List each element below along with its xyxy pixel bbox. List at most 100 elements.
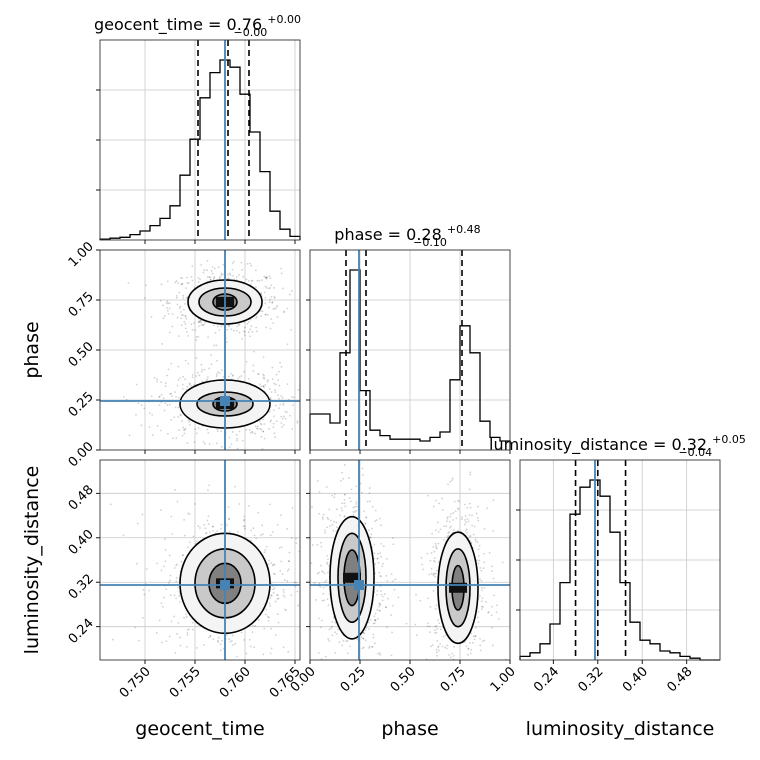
- sample-point: [212, 278, 215, 280]
- sample-point: [262, 373, 265, 376]
- sample-point: [468, 535, 471, 538]
- sample-point: [207, 489, 209, 492]
- sample-point: [317, 652, 320, 654]
- sample-point: [434, 575, 436, 578]
- histogram-step-phase: [309, 269, 511, 450]
- sample-point: [469, 471, 472, 474]
- sample-point: [286, 411, 288, 413]
- xlabel-luminosity-distance: luminosity_distance: [526, 718, 715, 740]
- sample-point: [249, 318, 252, 321]
- sample-point: [217, 266, 220, 269]
- sample-point: [142, 588, 145, 591]
- sample-point: [483, 528, 486, 530]
- title-phase-label: phase = 0.28: [334, 225, 441, 244]
- sample-point: [334, 621, 337, 624]
- sample-point: [210, 269, 213, 272]
- sample-point: [169, 594, 172, 597]
- sample-point: [437, 561, 440, 564]
- sample-point: [269, 534, 272, 537]
- sample-point: [321, 570, 324, 573]
- sample-point: [419, 599, 422, 602]
- sample-point: [174, 406, 177, 409]
- sample-point: [334, 715, 336, 717]
- sample-point: [373, 543, 376, 546]
- sample-point: [264, 313, 267, 316]
- sample-point: [371, 527, 373, 530]
- sample-point: [264, 296, 267, 299]
- sample-point: [434, 572, 437, 575]
- sample-point: [291, 404, 294, 407]
- sample-point: [247, 321, 250, 323]
- sample-point: [209, 635, 212, 638]
- sample-point: [313, 582, 316, 584]
- x-tick-label: 0.24: [531, 664, 562, 695]
- sample-point: [187, 628, 190, 631]
- sample-point: [262, 385, 265, 387]
- sample-point: [432, 559, 435, 562]
- sample-point: [235, 434, 238, 436]
- sample-point: [222, 263, 225, 266]
- sample-point: [468, 488, 471, 491]
- sample-point: [471, 669, 473, 671]
- sample-point: [480, 586, 483, 589]
- sample-point: [435, 604, 438, 607]
- sample-point: [252, 364, 255, 367]
- sample-point: [445, 647, 448, 650]
- sample-point: [361, 467, 364, 470]
- sample-point: [434, 632, 436, 634]
- sample-point: [321, 599, 324, 602]
- sample-point: [380, 593, 383, 596]
- sample-point: [264, 613, 267, 616]
- sample-point: [280, 514, 282, 516]
- sample-point: [183, 320, 186, 323]
- sample-point: [228, 518, 230, 521]
- y-tick-label: 1.00: [66, 239, 97, 270]
- sample-point: [254, 624, 257, 627]
- sample-point: [270, 627, 272, 630]
- sample-point: [212, 525, 215, 528]
- x-tick-label: 0.50: [388, 664, 419, 695]
- sample-point: [280, 272, 283, 275]
- sample-point: [324, 529, 326, 532]
- sample-point: [345, 640, 348, 642]
- sample-point: [160, 569, 163, 572]
- sample-point: [203, 523, 206, 526]
- sample-point: [282, 404, 285, 406]
- sample-point: [453, 500, 456, 503]
- sample-point: [469, 663, 471, 665]
- sample-point: [263, 437, 266, 440]
- sample-point: [159, 299, 162, 302]
- sample-point: [435, 547, 438, 550]
- sample-point: [303, 409, 305, 411]
- sample-point: [496, 604, 498, 607]
- sample-point: [168, 331, 171, 334]
- sample-point: [374, 509, 377, 512]
- sample-point: [341, 509, 344, 512]
- sample-point: [273, 573, 276, 576]
- sample-point: [449, 480, 452, 483]
- sample-point: [278, 370, 280, 373]
- scatter-cloud: [122, 259, 305, 450]
- sample-point: [211, 266, 214, 268]
- sample-point: [291, 428, 294, 430]
- sample-point: [169, 661, 171, 663]
- sample-point: [282, 588, 285, 591]
- sample-point: [324, 655, 327, 658]
- sample-point: [368, 500, 371, 503]
- sample-point: [288, 551, 291, 554]
- sample-point: [331, 494, 334, 497]
- sample-point: [182, 426, 184, 429]
- sample-point: [479, 578, 481, 581]
- sample-point: [443, 525, 446, 528]
- sample-point: [263, 551, 266, 554]
- sample-point: [178, 307, 181, 309]
- sample-point: [362, 473, 364, 476]
- sample-point: [179, 636, 181, 639]
- sample-point: [316, 613, 318, 615]
- sample-point: [188, 382, 191, 385]
- sample-point: [199, 527, 201, 529]
- sample-point: [188, 513, 191, 516]
- panel-content: [122, 259, 305, 450]
- x-tick-label: 0.75: [438, 664, 469, 695]
- sample-point: [437, 649, 440, 652]
